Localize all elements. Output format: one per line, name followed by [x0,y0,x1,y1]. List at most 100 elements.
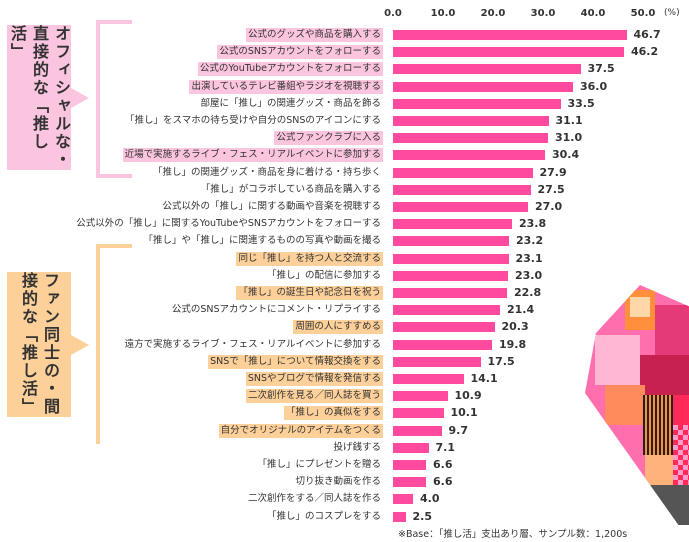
category-label: SNSやブログで情報を発信する [245,372,383,386]
bar-row: 「推し」の真似をする 10.1 [0,405,689,421]
category-label: 公式のSNSアカウントをフォローする [217,45,383,60]
bar-row: 公式ファンクラブに入る 31.0 [0,130,689,146]
value-label: 21.4 [507,303,535,317]
group-label-official: オフィシャルな・直接的な「推し活」 [7,25,89,170]
x-tick-label: 0.0 [384,8,402,19]
bar-row: 周囲の人にすすめる 20.3 [0,319,689,335]
bar [393,339,492,350]
bar [393,236,509,247]
bar [393,408,444,419]
value-label: 20.3 [501,320,529,334]
category-label: 公式以外の「推し」に関する動画や音楽を視聴する [162,201,381,212]
category-label: 部屋に「推し」の関連グッズ・商品を飾る [200,97,381,109]
value-label: 33.5 [567,96,595,110]
group-arrow [71,334,89,355]
category-label: 公式以外の「推し」に関するYouTubeやSNSアカウントをフォローする [76,218,381,230]
bar-row: 公式以外の「推し」に関するYouTubeやSNSアカウントをフォローする 23.8 [0,216,689,232]
bar-row: 「推し」の配信に参加する 23.0 [0,268,689,284]
x-tick-label: 30.0 [530,8,556,19]
category-label: 「推し」の真似をする [283,406,383,421]
bar-row: 公式のSNSアカウントにコメント・リプライする 21.4 [0,302,689,318]
bar-row: 近場で実施するライブ・フェス・リアルイベントに参加する 30.4 [0,147,689,163]
category-label: 「推し」がコラボしている商品を購入する [200,183,381,195]
category-label: 投げ銭する [333,441,381,453]
value-label: 46.7 [633,28,661,41]
x-tick-label: 20.0 [480,8,506,19]
group-arrow [71,87,89,108]
bar-row: 「推し」をスマホの待ち受けや自分のSNSのアイコンにする 31.1 [0,113,689,129]
bar [393,391,448,402]
category-label: 同じ「推し」を持つ人と交流する [236,251,383,266]
value-label: 23.1 [515,251,543,265]
bar-row: 公式のSNSアカウントをフォローする 46.2 [0,44,689,60]
bar [393,305,500,316]
base-note: ※Base：「推し活」支出あり層、サンプル数：1,200s [398,529,628,540]
bar-row: 二次創作を見る／同人誌を買う 10.9 [0,388,689,404]
bar [393,253,509,264]
bar-row: 同じ「推し」を持つ人と交流する 23.1 [0,251,689,267]
bar-row: 「推し」の誕生日や記念日を祝う 22.8 [0,285,689,301]
bar-row: 「推し」がコラボしている商品を購入する 27.5 [0,182,689,198]
bar [393,477,426,488]
bar-row: 公式のYouTubeアカウントをフォローする 37.5 [0,61,689,77]
bar [393,184,531,195]
bar-row: 切り抜き動画を作る 6.6 [0,474,689,490]
bar-row: 公式のグッズや商品を購入する 46.7 [0,27,689,43]
value-label: 31.1 [555,114,583,127]
x-tick-label: 10.0 [430,8,456,19]
category-label: 切り抜き動画を作る [295,476,381,488]
category-label: 「推し」にプレゼントを贈る [257,459,381,470]
category-label: 「推し」の配信に参加する [266,269,381,281]
bar [393,442,429,453]
group-bracket-official [96,20,132,178]
bar [393,81,573,92]
bar [393,356,481,367]
category-label: SNSで「推し」について情報交換をする [208,354,383,369]
value-label: 2.5 [412,509,433,523]
category-label: 出演しているテレビ番組やラジオを視聴する [189,79,383,94]
bar [393,202,528,212]
bar [393,425,442,436]
bar-row: 出演しているテレビ番組やラジオを視聴する 36.0 [0,79,689,95]
bar [393,270,508,281]
category-label: 公式のYouTubeアカウントをフォローする [197,62,383,77]
value-label: 37.5 [587,62,615,76]
group-label-fan-text: ファン同士の・間接的な「推し活」 [19,272,60,416]
bar [393,64,581,75]
value-label: 27.5 [537,182,565,196]
bar [393,511,406,522]
value-label: 19.8 [499,337,527,351]
value-label: 31.0 [555,131,583,145]
category-label: 「推し」の関連グッズ・商品を身に着ける・持ち歩く [152,166,381,178]
bar [393,460,426,470]
bar [393,288,507,298]
bar [393,47,624,58]
category-label: 二次創作を見る／同人誌を買う [245,389,383,404]
value-label: 23.0 [515,268,543,282]
value-label: 27.0 [535,200,563,213]
category-label: 「推し」や「推し」に関連するものの写真や動画を撮る [143,235,381,247]
value-label: 6.6 [433,458,453,471]
bar [393,133,548,144]
bar [393,494,413,505]
bar [393,167,533,178]
x-tick-label: 50.0 [630,8,656,19]
category-label: 二次創作をする／同人誌を作る [247,493,381,505]
value-label: 23.8 [519,217,547,231]
bar-row: 「推し」や「推し」に関連するものの写真や動画を撮る 23.2 [0,233,689,249]
category-label: 公式ファンクラブに入る [274,131,383,146]
category-label: 周囲の人にすすめる [293,320,383,335]
category-label: 「推し」の誕生日や記念日を祝う [236,286,383,300]
bar [393,219,512,230]
bar [393,98,561,109]
bar-row: 投げ銭する 7.1 [0,440,689,456]
value-label: 10.9 [454,389,482,403]
value-label: 10.1 [450,406,478,420]
bar-row: SNSで「推し」について情報交換をする 17.5 [0,354,689,370]
category-label: 自分でオリジナルのアイテムをつくる [218,423,383,438]
bar-row: SNSやブログで情報を発信する 14.1 [0,371,689,387]
group-label-official-text: オフィシャルな・直接的な「推し活」 [8,25,71,169]
value-label: 14.1 [470,372,498,385]
category-label: 遠方で実施するライブ・フェス・リアルイベントに参加する [124,338,381,350]
